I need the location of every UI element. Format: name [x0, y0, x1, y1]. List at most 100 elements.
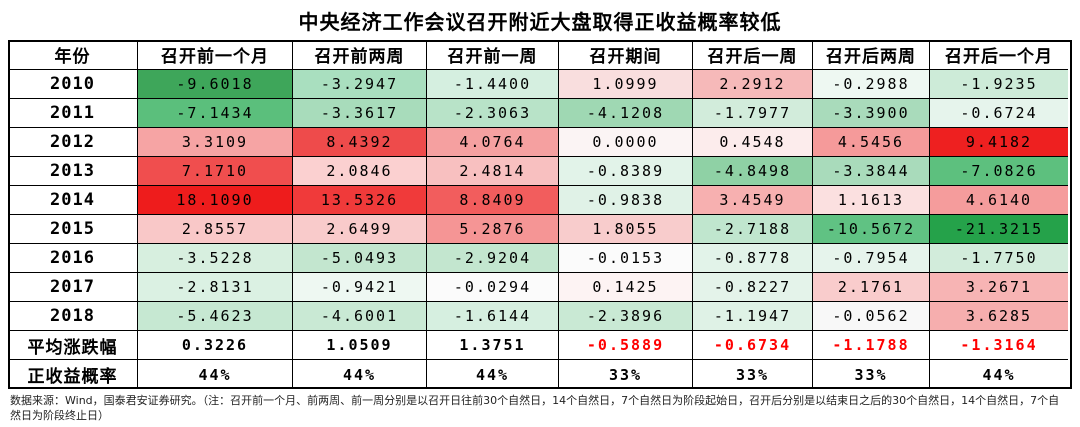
value-cell: -2.8131 — [138, 273, 293, 302]
value-cell: -0.9421 — [293, 273, 427, 302]
value-cell: 4.0764 — [427, 128, 559, 157]
summary-value: -0.6734 — [693, 331, 813, 360]
value-cell: 2.0846 — [293, 157, 427, 186]
value-cell: 0.1425 — [559, 273, 693, 302]
value-cell: -0.9838 — [559, 186, 693, 215]
value-cell: 2.4814 — [427, 157, 559, 186]
value-cell: 8.4392 — [293, 128, 427, 157]
value-cell: 1.1613 — [813, 186, 930, 215]
value-cell: 1.0999 — [559, 70, 693, 99]
year-cell: 2018 — [8, 302, 138, 331]
value-cell: -4.6001 — [293, 302, 427, 331]
value-cell: 2.8557 — [138, 215, 293, 244]
summary-value: -1.1788 — [813, 331, 930, 360]
value-cell: -4.8498 — [693, 157, 813, 186]
header-cell: 召开后一周 — [693, 40, 813, 70]
year-cell: 2013 — [8, 157, 138, 186]
value-cell: 9.4182 — [930, 128, 1068, 157]
year-cell: 2012 — [8, 128, 138, 157]
summary-value: 44% — [427, 360, 559, 389]
value-cell: -5.0493 — [293, 244, 427, 273]
value-cell: -2.3063 — [427, 99, 559, 128]
value-cell: 1.8055 — [559, 215, 693, 244]
value-cell: -0.8227 — [693, 273, 813, 302]
summary-value: -0.5889 — [559, 331, 693, 360]
value-cell: 2.1761 — [813, 273, 930, 302]
value-cell: -1.7977 — [693, 99, 813, 128]
value-cell: -2.3896 — [559, 302, 693, 331]
value-cell: 7.1710 — [138, 157, 293, 186]
header-cell: 召开前一个月 — [138, 40, 293, 70]
value-cell: 4.5456 — [813, 128, 930, 157]
header-cell: 召开后一个月 — [930, 40, 1068, 70]
value-cell: -0.6724 — [930, 99, 1068, 128]
value-cell: -9.6018 — [138, 70, 293, 99]
year-cell: 2010 — [8, 70, 138, 99]
value-cell: -21.3215 — [930, 215, 1068, 244]
year-cell: 2017 — [8, 273, 138, 302]
value-cell: -5.4623 — [138, 302, 293, 331]
value-cell: -0.0294 — [427, 273, 559, 302]
value-cell: 3.2671 — [930, 273, 1068, 302]
value-cell: -0.7954 — [813, 244, 930, 273]
value-cell: -2.7188 — [693, 215, 813, 244]
value-cell: 0.4548 — [693, 128, 813, 157]
summary-value: 44% — [293, 360, 427, 389]
value-cell: -1.1947 — [693, 302, 813, 331]
value-cell: -3.2947 — [293, 70, 427, 99]
year-cell: 2011 — [8, 99, 138, 128]
value-cell: -0.0562 — [813, 302, 930, 331]
title: 中央经济工作会议召开附近大盘取得正收益概率较低 — [298, 10, 782, 34]
header-cell: 召开后两周 — [813, 40, 930, 70]
value-cell: 3.4549 — [693, 186, 813, 215]
value-cell: 5.2876 — [427, 215, 559, 244]
value-cell: -4.1208 — [559, 99, 693, 128]
value-cell: -1.6144 — [427, 302, 559, 331]
footnote: 数据来源：Wind，国泰君安证券研究。（注：召开前一个月、前两周、前一周分别是以… — [10, 394, 1060, 422]
value-cell: 0.0000 — [559, 128, 693, 157]
value-cell: -1.4400 — [427, 70, 559, 99]
year-cell: 2014 — [8, 186, 138, 215]
value-cell: -3.3844 — [813, 157, 930, 186]
summary-value: 1.3751 — [427, 331, 559, 360]
summary-value: 1.0509 — [293, 331, 427, 360]
year-cell: 2015 — [8, 215, 138, 244]
value-cell: -3.3900 — [813, 99, 930, 128]
year-cell: 2016 — [8, 244, 138, 273]
value-cell: -0.2988 — [813, 70, 930, 99]
summary-value: 0.3226 — [138, 331, 293, 360]
value-cell: 8.8409 — [427, 186, 559, 215]
value-cell: -7.1434 — [138, 99, 293, 128]
summary-value: 44% — [982, 365, 1016, 384]
header-cell: 召开前两周 — [293, 40, 427, 70]
value-cell: 2.6499 — [293, 215, 427, 244]
value-cell: 4.6140 — [930, 186, 1068, 215]
summary-value: 33% — [693, 360, 813, 389]
summary-value: 44% — [138, 360, 293, 389]
value-cell: 3.6285 — [930, 302, 1068, 331]
summary-label: 平均涨跌幅 — [8, 331, 138, 360]
table: 年份 召开前一个月 召开前两周 召开前一周 召开期间 召开后一周 召开后两周 召开后一个月 20… — [8, 40, 1072, 389]
value-cell: 18.1090 — [138, 186, 293, 215]
value-cell: -3.5228 — [138, 244, 293, 273]
value-cell: -3.3617 — [293, 99, 427, 128]
value-cell: -0.8778 — [693, 244, 813, 273]
value-cell: -2.9204 — [427, 244, 559, 273]
header-cell: 召开期间 — [559, 40, 693, 70]
summary-value: 33% — [559, 360, 693, 389]
summary-value: 33% — [813, 360, 930, 389]
value-cell: -10.5672 — [813, 215, 930, 244]
summary-label: 正收益概率 — [8, 360, 138, 389]
value-cell: 3.3109 — [138, 128, 293, 157]
value-cell: 13.5326 — [293, 186, 427, 215]
header-cell: 召开前一周 — [427, 40, 559, 70]
value-cell: -7.0826 — [930, 157, 1068, 186]
value-cell: -1.7750 — [930, 244, 1068, 273]
summary-value: -1.3164 — [930, 331, 1068, 360]
value-cell: -0.8389 — [559, 157, 693, 186]
value-cell: 2.2912 — [693, 70, 813, 99]
header-cell: 年份 — [8, 40, 138, 70]
value-cell: -0.0153 — [559, 244, 693, 273]
value-cell: -1.9235 — [930, 70, 1068, 99]
